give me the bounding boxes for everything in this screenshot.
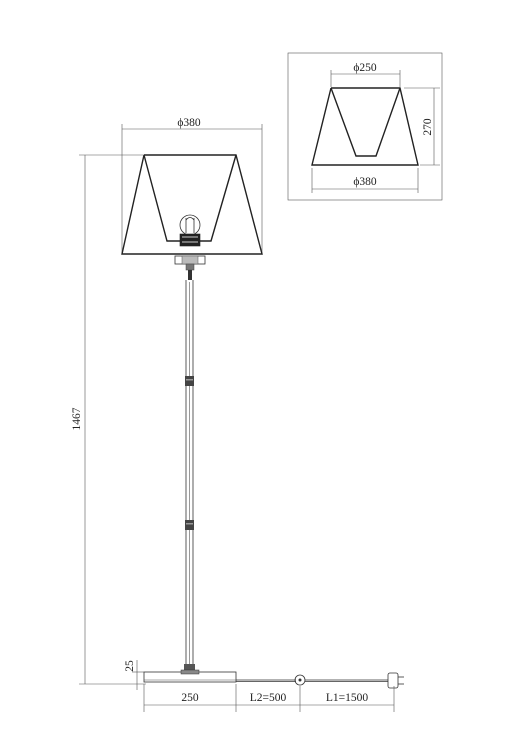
total-height-label: 1467 — [71, 407, 83, 430]
stem-joint-lower — [185, 520, 194, 530]
inset-bottom-diameter-label: ϕ380 — [353, 176, 377, 188]
shade-holder — [174, 255, 206, 280]
base-width-label: 250 — [181, 692, 199, 704]
bulb — [179, 214, 201, 236]
power-cable — [236, 672, 404, 689]
shade-diameter-label: ϕ380 — [177, 117, 201, 129]
inset-top-diameter-label: ϕ250 — [353, 62, 377, 74]
base-thickness-label: 25 — [124, 660, 136, 672]
inset-frame — [287, 52, 443, 201]
total-height-dimension: 1467 — [71, 154, 146, 685]
inset-top-dimension: ϕ250 — [330, 62, 401, 87]
cable-l2-label: L2=500 — [250, 692, 287, 704]
lamp-base — [143, 669, 237, 683]
lamp-stem — [184, 280, 195, 672]
inset-detail: ϕ250 270 ϕ380 — [287, 52, 443, 201]
shade-diameter-dimension: ϕ380 — [121, 117, 263, 254]
inset-bottom-dimension: ϕ380 — [311, 168, 419, 193]
socket — [179, 233, 201, 247]
inset-height-label: 270 — [422, 118, 434, 136]
cable-l1-label: L1=1500 — [326, 692, 369, 704]
base-thickness-dimension: 25 — [124, 660, 144, 690]
bottom-dimensions: 250 L2=500 L1=1500 — [143, 684, 395, 712]
inset-height-dimension: 270 — [404, 87, 440, 166]
power-plug — [387, 672, 399, 689]
stem-joint-upper — [185, 376, 194, 386]
inset-shade-profile — [311, 87, 419, 166]
